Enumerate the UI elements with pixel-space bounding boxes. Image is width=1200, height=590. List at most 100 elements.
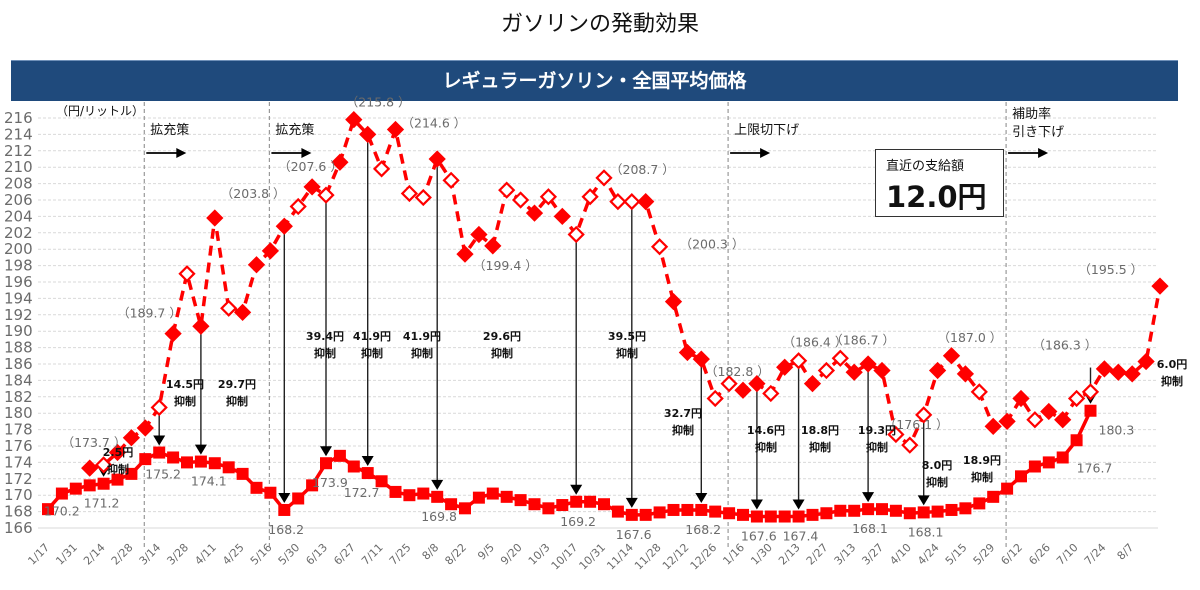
suppression-word: 抑制 — [672, 423, 694, 437]
square-marker — [570, 495, 583, 508]
square-marker — [764, 510, 777, 523]
y-tick-label: 182 — [4, 388, 33, 406]
dashed-point-label: （203.8 ） — [221, 186, 286, 201]
diamond-marker — [748, 375, 766, 393]
phase-label: 補助率 — [1012, 106, 1051, 122]
square-marker — [97, 477, 110, 490]
x-tick-label: 3/28 — [164, 541, 191, 568]
square-marker — [1015, 470, 1027, 483]
x-tick-label: 4/25 — [220, 541, 247, 568]
y-tick-label: 216 — [4, 109, 33, 127]
dashed-point-label: （186.7 ） — [830, 332, 895, 347]
square-marker — [1070, 434, 1083, 447]
phase-label-2: 引き下げ — [1012, 125, 1064, 140]
suppression-amount: 14.5円 — [166, 378, 204, 391]
y-tick-label: 170 — [4, 486, 33, 504]
y-tick-label: 188 — [4, 339, 33, 357]
dashed-point-label: （189.7 ） — [117, 306, 182, 321]
recent-subsidy-box: 直近の支給額 12.0円 — [875, 149, 1004, 217]
diamond-marker — [511, 191, 530, 209]
suppression-amount: 39.4円 — [306, 330, 344, 343]
recent-subsidy-value: 12.0円 — [886, 180, 987, 214]
diamond-marker — [915, 406, 933, 424]
x-tick-label: 8/8 — [420, 541, 442, 563]
suppression-word: 抑制 — [174, 394, 196, 408]
dashed-point-label: （187.0 ） — [938, 330, 1003, 345]
square-marker — [667, 503, 680, 516]
square-marker — [139, 453, 152, 466]
y-tick-label: 202 — [4, 224, 33, 242]
x-tick-label: 10/17 — [549, 541, 581, 573]
solid-point-label: 169.8 — [421, 509, 457, 524]
diamond-marker — [150, 398, 168, 417]
x-tick-label: 4/10 — [887, 541, 914, 568]
suppression-amount: 18.9円 — [963, 454, 1001, 467]
square-marker — [792, 510, 805, 523]
diamond-marker — [692, 350, 710, 368]
suppression-amount: 29.6円 — [483, 330, 521, 343]
diamond-marker — [650, 238, 669, 256]
y-tick-label: 212 — [4, 142, 33, 160]
x-tick-label: 7/24 — [1082, 541, 1109, 568]
suppression-arrow-head — [194, 444, 207, 455]
x-tick-label: 6/27 — [331, 541, 358, 568]
solid-point-label: 169.2 — [560, 514, 596, 529]
diamond-marker — [1012, 389, 1030, 408]
phase-arrow-head — [760, 148, 771, 158]
square-marker — [987, 490, 1000, 503]
x-tick-label: 2/27 — [804, 541, 831, 568]
square-marker — [333, 449, 346, 462]
square-marker — [431, 490, 444, 503]
square-marker — [403, 489, 416, 502]
dashed-point-label: （207.6 ） — [278, 159, 343, 174]
solid-point-label: 173.9 — [312, 475, 348, 490]
dashed-point-label: （195.5 ） — [1078, 262, 1143, 277]
square-marker — [973, 497, 986, 510]
square-marker — [153, 446, 166, 459]
y-tick-label: 194 — [4, 289, 33, 307]
diamond-marker — [470, 225, 488, 244]
chart-banner: レギュラーガソリン・全国平均価格 — [11, 60, 1178, 101]
x-tick-label: 7/25 — [387, 541, 414, 568]
y-tick-label: 206 — [4, 191, 33, 209]
page-title: ガソリンの発動効果 — [500, 12, 699, 37]
x-tick-label: 1/31 — [53, 541, 80, 568]
square-marker — [264, 486, 277, 499]
diamond-marker — [664, 293, 683, 311]
square-marker — [945, 503, 958, 516]
diamond-marker — [637, 193, 655, 211]
diamond-marker — [498, 181, 516, 199]
suppression-arrow-head — [792, 499, 805, 510]
x-tick-label: 12/12 — [660, 541, 692, 573]
x-tick-label: 5/15 — [943, 541, 970, 568]
diamond-marker — [762, 384, 780, 403]
square-marker — [320, 457, 332, 470]
x-tick-label: 4/24 — [915, 541, 942, 568]
square-marker — [625, 508, 638, 521]
y-tick-label: 174 — [4, 453, 33, 471]
x-tick-label: 6/12 — [998, 541, 1025, 568]
solid-point-label: 174.1 — [191, 474, 227, 489]
diamond-marker — [414, 188, 432, 207]
suppression-arrow-head — [917, 495, 930, 506]
diamond-marker — [734, 381, 752, 399]
dashed-point-label: （186.4 ） — [783, 335, 848, 350]
diamond-marker — [984, 417, 1002, 435]
diamond-marker — [1040, 402, 1058, 421]
diamond-marker — [970, 383, 988, 401]
diamond-marker — [289, 197, 307, 216]
diamond-marker — [428, 150, 446, 168]
square-marker — [194, 455, 207, 468]
diamond-marker — [1026, 411, 1044, 429]
diamond-marker — [873, 361, 891, 380]
diamond-marker — [220, 299, 238, 317]
square-marker — [278, 503, 291, 516]
y-tick-label: 180 — [4, 404, 33, 422]
diamond-marker — [567, 225, 585, 244]
diamond-marker — [803, 375, 822, 393]
recent-subsidy-label: 直近の支給額 — [886, 159, 965, 174]
dashed-point-label: （214.6 ） — [402, 115, 467, 130]
solid-point-label: 168.2 — [268, 522, 304, 537]
y-tick-label: 186 — [4, 355, 33, 373]
